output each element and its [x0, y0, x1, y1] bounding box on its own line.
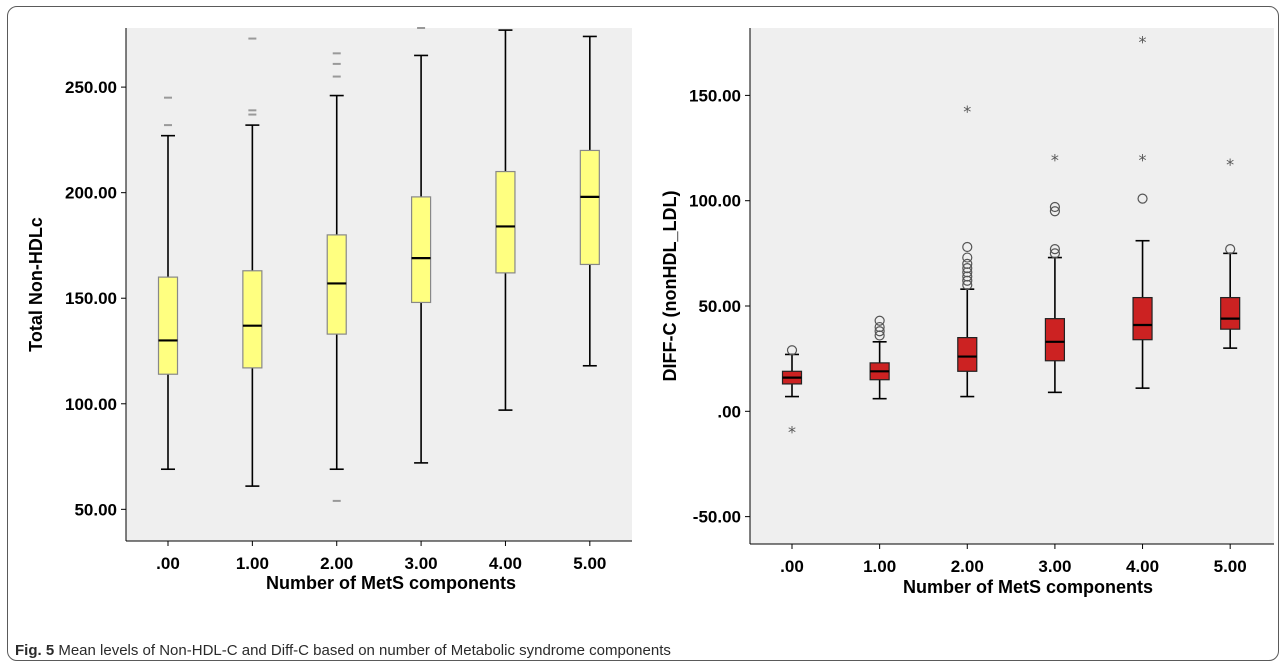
figure-caption: Fig. 5 Mean levels of Non-HDL-C and Diff…	[15, 642, 671, 659]
box-iqr	[242, 270, 263, 369]
x-tick-label: 1.00	[863, 557, 896, 576]
box-group-5: *	[1220, 155, 1241, 349]
extreme-star: *	[788, 422, 796, 441]
x-tick-label: 5.00	[573, 554, 606, 573]
y-tick-label: 150.00	[65, 289, 117, 308]
extreme-star: *	[1139, 151, 1147, 170]
box-iqr	[1220, 296, 1241, 330]
outlier-circle	[874, 315, 885, 326]
outlier-circle	[962, 258, 973, 269]
outlier-circle	[1137, 193, 1148, 204]
box-group-4: **	[1132, 33, 1153, 389]
outlier-circle	[1049, 206, 1061, 217]
outlier-circle	[1049, 248, 1061, 259]
box-group-2: *	[957, 102, 978, 398]
caption-label: Fig. 5	[15, 642, 55, 659]
x-tick-label: 2.00	[951, 557, 984, 576]
box-iqr	[1132, 296, 1153, 341]
outlier-circle	[874, 326, 885, 337]
outlier-circle	[1049, 201, 1061, 213]
box-group-4	[495, 29, 516, 411]
plot-background	[750, 28, 1274, 544]
box-iqr	[1044, 318, 1066, 362]
outlier-circle	[962, 252, 973, 263]
outlier-circle	[962, 241, 973, 253]
outlier-circle	[962, 262, 973, 274]
box-iqr	[957, 337, 978, 372]
x-tick-label: 3.00	[405, 554, 438, 573]
y-tick-label: 100.00	[65, 395, 117, 414]
y-axis-title: Total Non-HDLc	[26, 217, 46, 352]
y-tick-label: 250.00	[65, 78, 117, 97]
box-group-5	[579, 35, 600, 367]
outlier-circle	[1049, 244, 1061, 255]
y-tick-label: -50.00	[693, 508, 741, 527]
x-tick-label: 5.00	[1214, 557, 1247, 576]
x-axis-title: Number of MetS components	[266, 573, 516, 593]
x-tick-label: 4.00	[1126, 557, 1159, 576]
y-tick-label: .00	[717, 402, 741, 421]
extreme-star: *	[1139, 33, 1147, 52]
x-tick-label: 1.00	[236, 554, 269, 573]
x-tick-label: 4.00	[489, 554, 522, 573]
outlier-circle	[874, 321, 885, 333]
y-tick-label: 150.00	[689, 86, 741, 105]
x-axis-title: Number of MetS components	[903, 577, 1153, 597]
y-tick-label: 50.00	[698, 297, 741, 316]
x-tick-label: .00	[780, 557, 804, 576]
y-tick-label: 200.00	[65, 184, 117, 203]
left-boxplot-chart: 50.00 100.00 150.00 200.00 250.00 .00 1.00 2.00…	[26, 27, 632, 593]
box-group-1	[242, 37, 263, 487]
box-group-2	[326, 52, 347, 502]
extreme-star: *	[963, 102, 971, 121]
caption-text: Mean levels of Non-HDL-C and Diff-C base…	[58, 642, 671, 659]
y-tick-label: 100.00	[689, 192, 741, 211]
outlier-circle	[786, 345, 798, 356]
y-axis-title: DIFF-C (nonHDL_LDL)	[660, 191, 680, 382]
box-group-3: *	[1044, 151, 1066, 394]
x-tick-label: 3.00	[1038, 557, 1071, 576]
right-boxplot-chart: -50.00 .00 50.00 100.00 150.00 .00 1.00 2.00 3.0…	[660, 28, 1274, 597]
box-group-0	[157, 96, 179, 471]
box-group-1	[869, 315, 890, 400]
box-iqr	[157, 276, 179, 375]
plot-background	[126, 28, 632, 541]
box-iqr	[410, 196, 432, 304]
extreme-star: *	[1226, 155, 1234, 174]
x-tick-label: 2.00	[320, 554, 353, 573]
box-iqr	[495, 170, 516, 274]
outlier-circle	[1225, 244, 1236, 255]
box-iqr	[579, 149, 600, 266]
extreme-star: *	[1051, 151, 1059, 170]
box-group-0: *	[781, 345, 803, 441]
x-tick-label: .00	[156, 554, 180, 573]
y-tick-label: 50.00	[74, 500, 117, 519]
box-group-3	[410, 27, 432, 464]
